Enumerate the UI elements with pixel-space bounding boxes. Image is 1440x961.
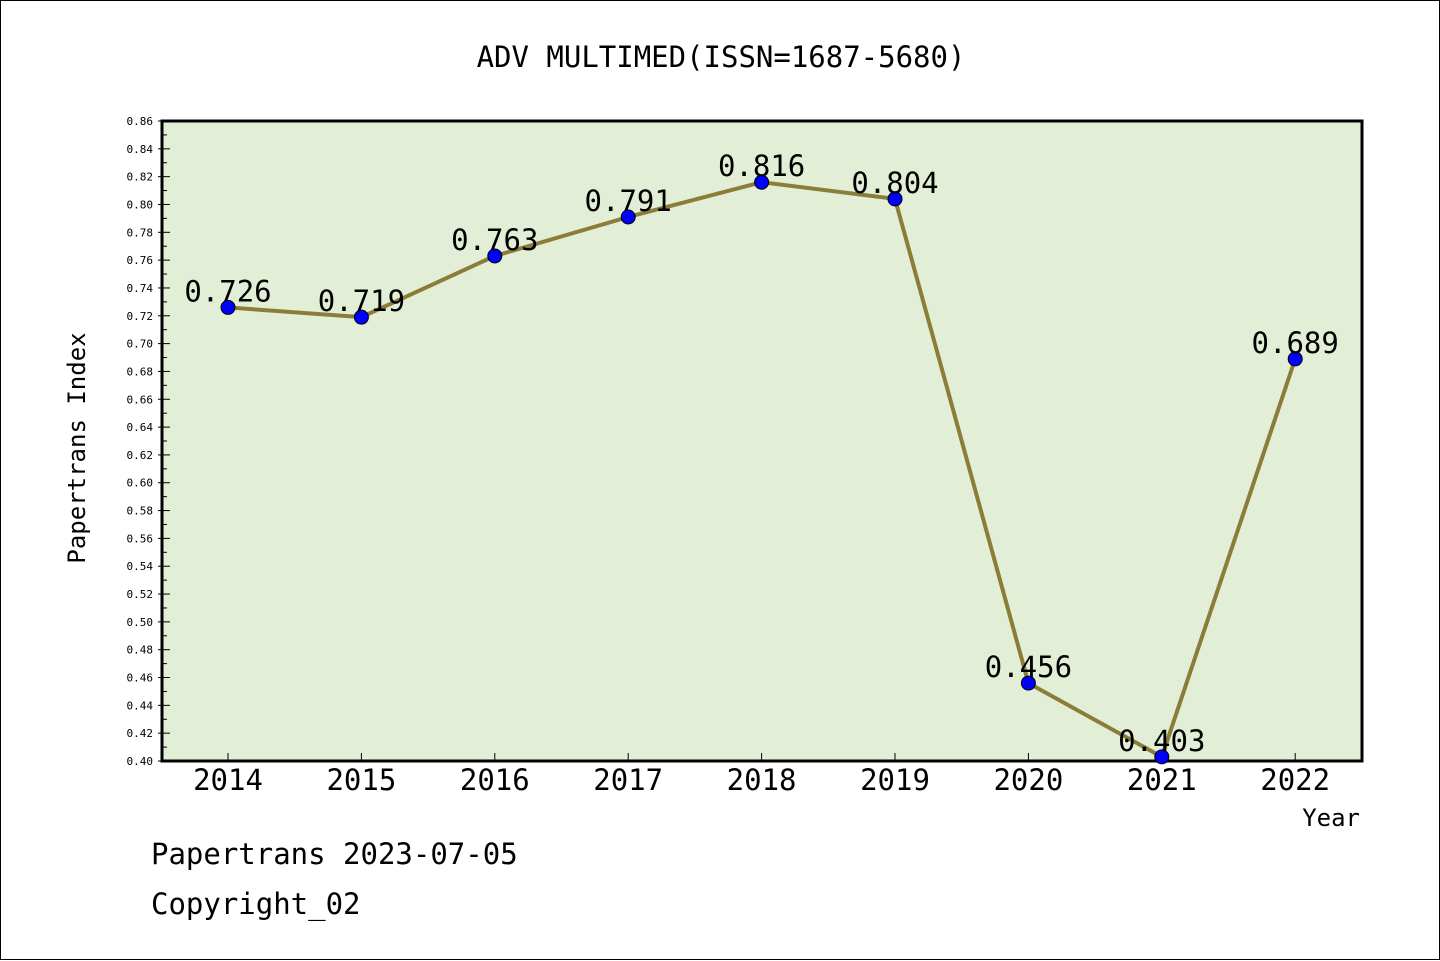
footer-copyright: Copyright_02 <box>151 887 361 921</box>
y-tick-label: 0.68 <box>127 365 154 378</box>
data-point <box>1154 749 1170 765</box>
data-label: 0.791 <box>585 184 672 218</box>
y-tick-label: 0.74 <box>127 282 154 295</box>
data-label: 0.456 <box>985 650 1072 684</box>
x-tick-label: 2019 <box>860 763 930 797</box>
y-tick-label: 0.50 <box>127 616 154 629</box>
x-tick-label: 2021 <box>1127 763 1197 797</box>
y-tick-label: 0.46 <box>127 672 154 685</box>
y-tick-label: 0.66 <box>127 393 154 406</box>
data-point <box>620 209 636 225</box>
x-tick-label: 2020 <box>993 763 1063 797</box>
x-tick-label: 2022 <box>1260 763 1330 797</box>
data-point <box>353 309 369 325</box>
y-tick-label: 0.72 <box>127 310 154 323</box>
y-tick-label: 0.82 <box>127 171 154 184</box>
y-tick-label: 0.70 <box>127 338 154 351</box>
series-layer: 0.726 0.719 0.763 0.791 0.816 0.804 0.456 0.403… <box>184 149 1339 765</box>
data-label: 0.726 <box>184 274 271 308</box>
data-point <box>1020 675 1036 691</box>
x-axis: 2014 2015 2016 2017 2018 2019 2020 2021 2022 <box>193 753 1330 797</box>
y-tick-label: 0.60 <box>127 477 154 490</box>
y-tick-label: 0.64 <box>127 421 154 434</box>
footer-date: Papertrans 2023-07-05 <box>151 837 518 871</box>
plot-area <box>160 119 1364 763</box>
x-tick-label: 2018 <box>727 763 797 797</box>
data-label: 0.403 <box>1118 724 1205 758</box>
data-label: 0.689 <box>1252 326 1339 360</box>
y-tick-label: 0.56 <box>127 532 154 545</box>
y-tick-label: 0.62 <box>127 449 154 462</box>
x-tick-label: 2017 <box>593 763 663 797</box>
y-axis: 0.40 0.42 0.44 0.46 0.48 0.50 0.52 0.54 0.56 0.58… <box>127 115 170 768</box>
x-tick-label: 2015 <box>326 763 396 797</box>
x-tick-label: 2016 <box>460 763 530 797</box>
data-label: 0.816 <box>718 149 805 183</box>
y-tick-label: 0.84 <box>127 143 154 156</box>
y-tick-label: 0.52 <box>127 588 154 601</box>
data-point <box>754 174 770 190</box>
y-tick-label: 0.86 <box>127 115 154 128</box>
y-tick-label: 0.54 <box>127 560 154 573</box>
chart-title: ADV MULTIMED(ISSN=1687-5680) <box>477 40 966 74</box>
data-point <box>220 299 236 315</box>
y-tick-label: 0.40 <box>127 755 154 768</box>
x-axis-label: Year <box>1302 804 1360 832</box>
data-label: 0.719 <box>318 284 405 318</box>
y-tick-label: 0.78 <box>127 226 154 239</box>
data-point <box>487 248 503 264</box>
y-tick-label: 0.80 <box>127 198 154 211</box>
y-tick-label: 0.42 <box>127 727 154 740</box>
y-tick-label: 0.44 <box>127 699 154 712</box>
y-tick-label: 0.58 <box>127 505 154 518</box>
y-tick-label: 0.76 <box>127 254 154 267</box>
y-tick-label: 0.48 <box>127 644 154 657</box>
x-tick-label: 2014 <box>193 763 263 797</box>
y-axis-label: Papertrans Index <box>63 332 91 563</box>
data-point <box>887 191 903 207</box>
data-label: 0.804 <box>851 166 938 200</box>
data-point <box>1287 351 1303 367</box>
data-label: 0.763 <box>451 223 538 257</box>
